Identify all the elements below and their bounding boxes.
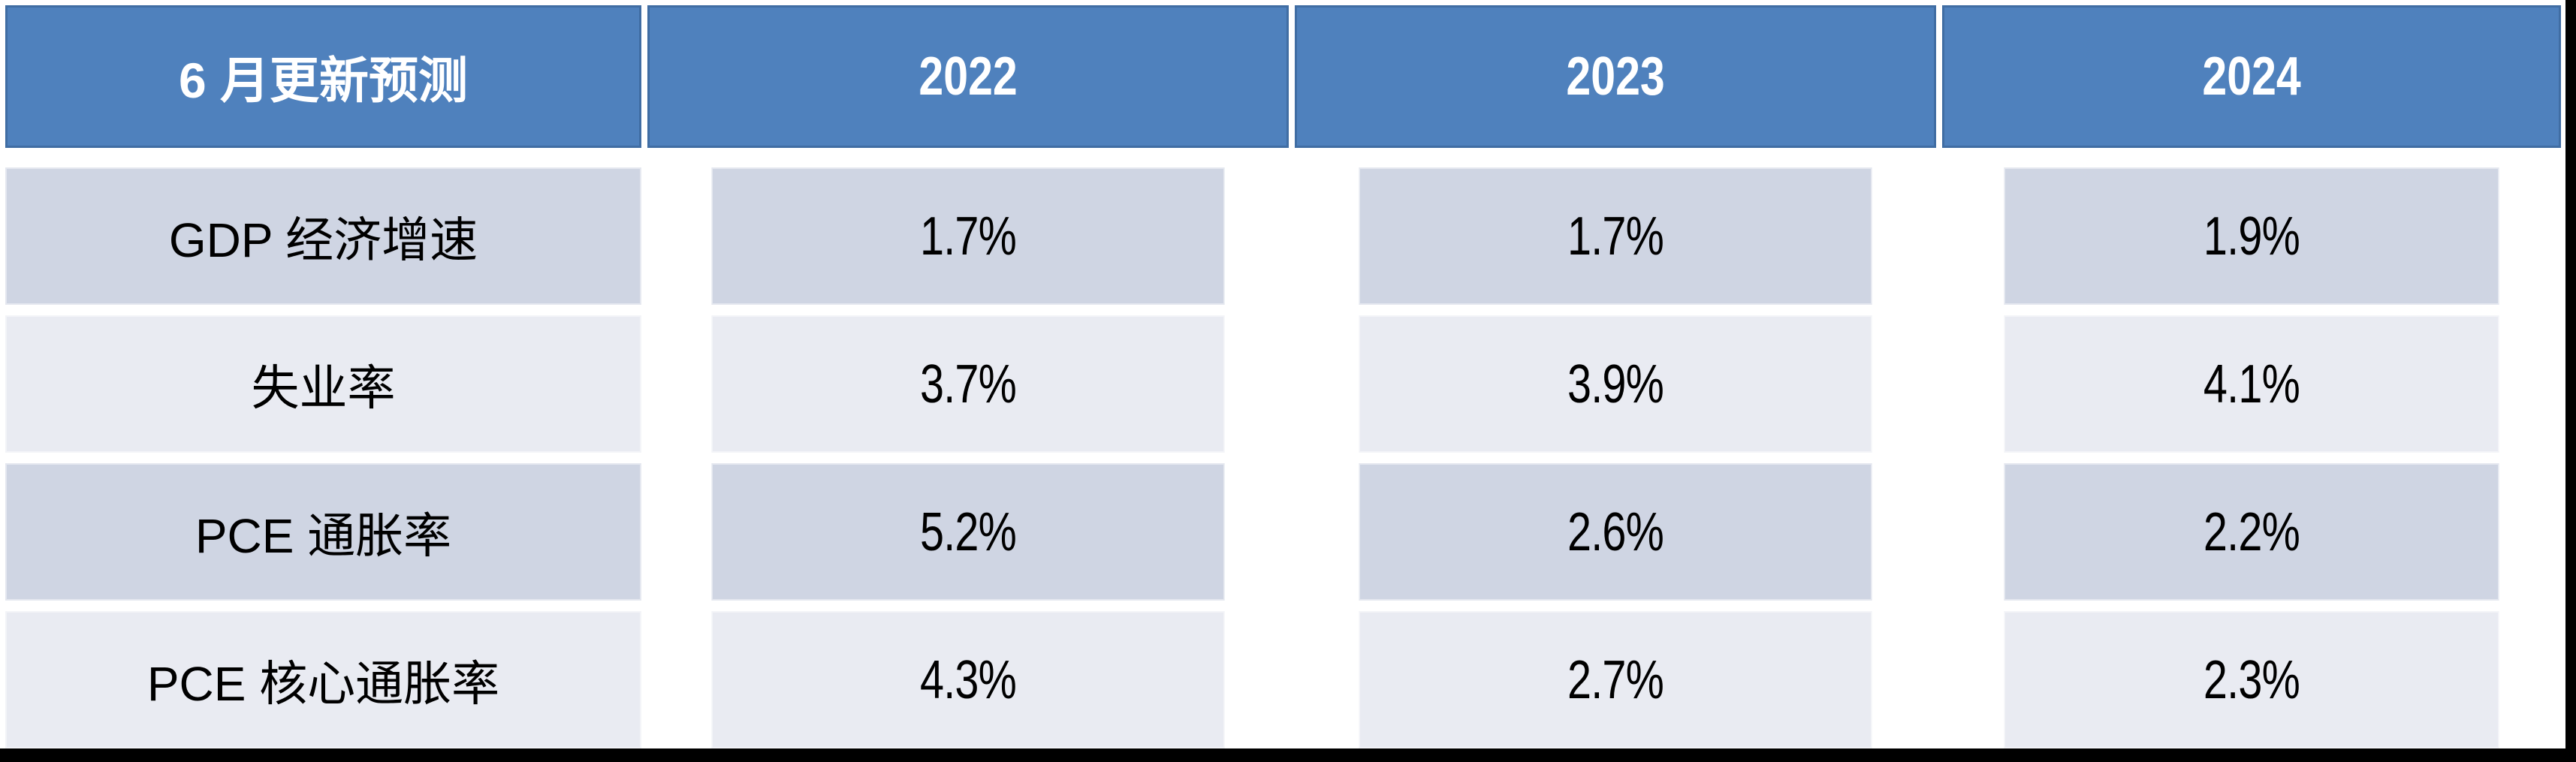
row-label-cell: 失业率 [5,315,641,453]
row-label-cell: PCE 通胀率 [5,463,641,601]
value-cell: 1.9% [2004,167,2499,305]
year-header: 2024 [2202,47,2301,107]
value-cell: 4.1% [2004,315,2499,453]
table-row-unemployment: 失业率 3.7% 3.9% 4.1% [5,315,2561,453]
value-cell: 3.7% [711,315,1225,453]
value-cell: 2.7% [1359,611,1872,748]
table-row-gdp: GDP 经济增速 1.7% 1.7% 1.9% [5,167,2561,305]
value-cell: 1.7% [711,167,1225,305]
table-row-pce-inflation: PCE 通胀率 5.2% 2.6% 2.2% [5,463,2561,601]
row-label-cell: PCE 核心通胀率 [5,611,641,748]
table-header-row: 6 月更新预测 2022 2023 2024 [5,5,2561,148]
value-cell: 4.3% [711,611,1225,748]
header-year-cell: 2024 [1942,5,2561,148]
value-cell: 2.6% [1359,463,1872,601]
value-cell: 1.7% [1359,167,1872,305]
value-cell: 3.9% [1359,315,1872,453]
table-title: 6 月更新预测 [178,53,469,108]
header-year-cell: 2022 [647,5,1290,148]
right-edge-bar [2565,0,2576,762]
value-cell: 5.2% [711,463,1225,601]
row-label-cell: GDP 经济增速 [5,167,641,305]
table-row-core-pce-inflation: PCE 核心通胀率 4.3% 2.7% 2.3% [5,611,2561,748]
value-cell: 2.3% [2004,611,2499,748]
header-year-cell: 2023 [1295,5,1937,148]
year-header: 2022 [918,47,1018,107]
year-header: 2023 [1566,47,1665,107]
value-cell: 2.2% [2004,463,2499,601]
forecast-table: 6 月更新预测 2022 2023 2024 GDP 经济增速 1.7% 1.7… [5,5,2561,748]
header-title-cell: 6 月更新预测 [5,5,641,148]
bottom-edge-bar [0,748,2576,762]
